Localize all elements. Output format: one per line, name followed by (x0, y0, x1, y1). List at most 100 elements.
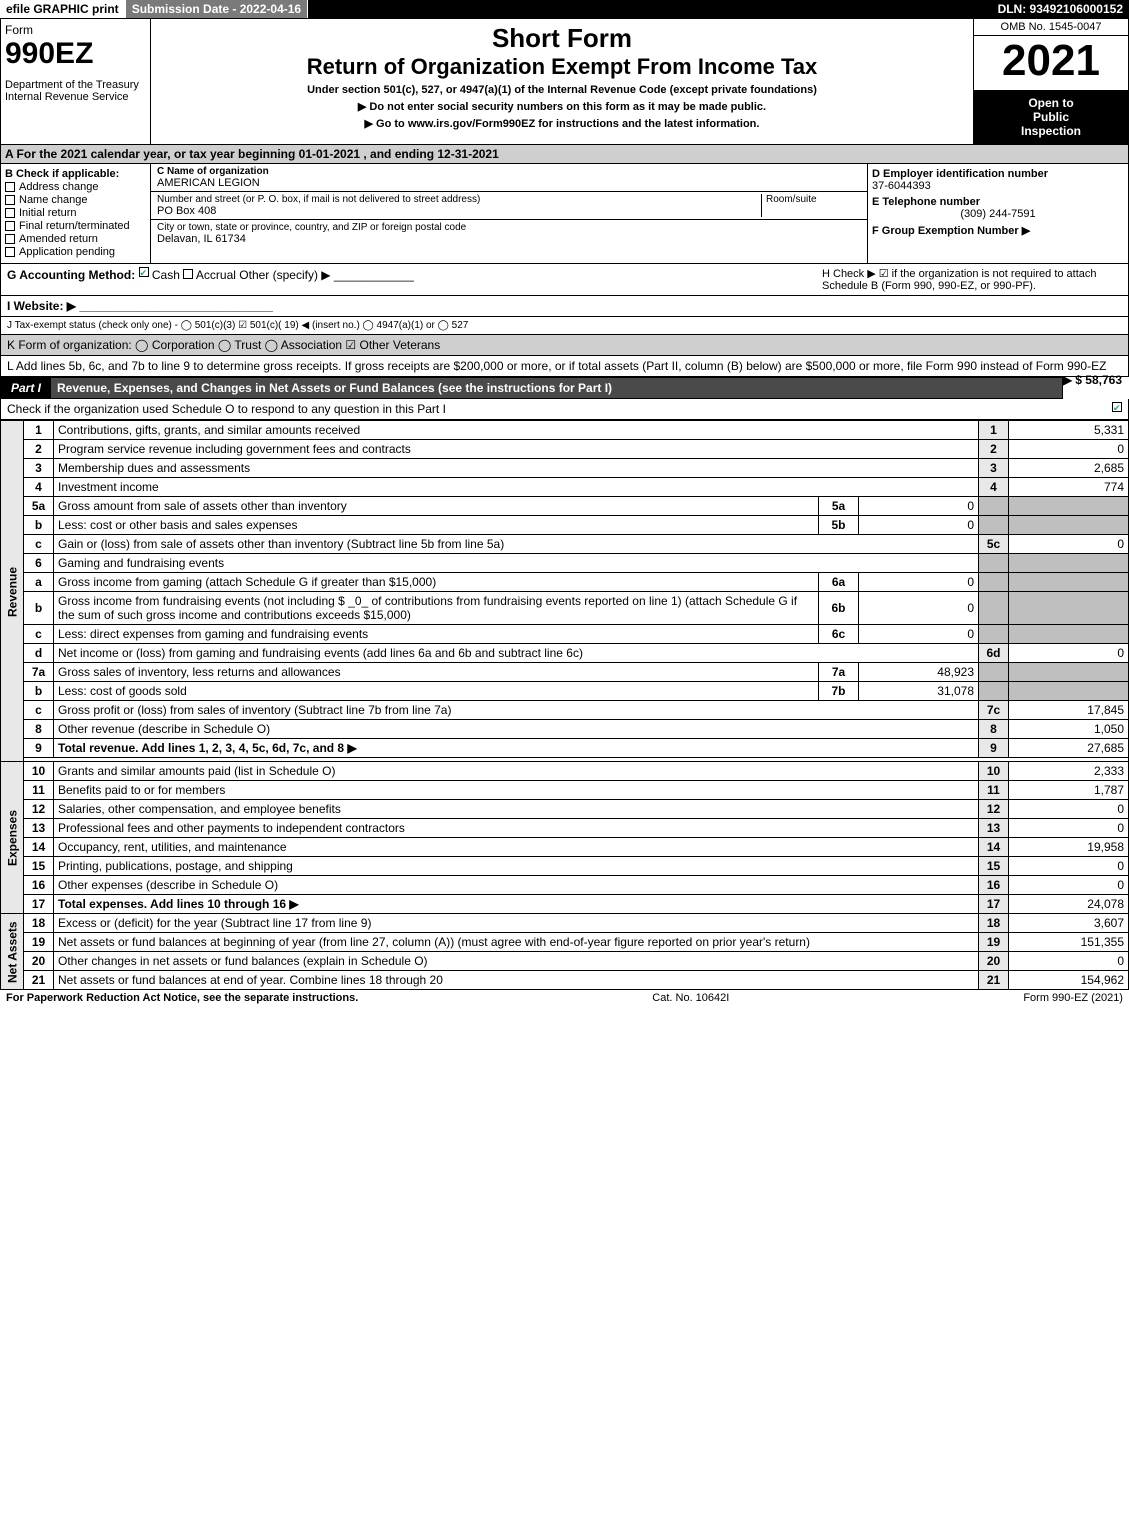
open-line3: Inspection (978, 124, 1124, 138)
line-20: 20Other changes in net assets or fund ba… (1, 952, 1129, 971)
part1-header: Part I Revenue, Expenses, and Changes in… (0, 377, 1063, 399)
l17-rn: 17 (979, 895, 1009, 914)
cb-accrual[interactable] (183, 269, 193, 279)
l6c-grey2 (1009, 625, 1129, 644)
l18-num: 18 (24, 914, 54, 933)
l11-rn: 11 (979, 781, 1009, 800)
cb-cash[interactable] (139, 267, 149, 277)
ein-value: 37-6044393 (872, 180, 1124, 192)
l19-rn: 19 (979, 933, 1009, 952)
l7c-amt: 17,845 (1009, 701, 1129, 720)
line-16: 16Other expenses (describe in Schedule O… (1, 876, 1129, 895)
l7c-text: Gross profit or (loss) from sales of inv… (54, 701, 979, 720)
line-6: 6 Gaming and fundraising events (1, 554, 1129, 573)
section-net-assets: Net Assets (1, 914, 24, 990)
header-left: Form 990EZ Department of the Treasury In… (1, 19, 151, 144)
g-cash: Cash (152, 268, 180, 282)
l5c-text: Gain or (loss) from sale of assets other… (54, 535, 979, 554)
dln-label: DLN: 93492106000152 (992, 0, 1129, 18)
line-6c: c Less: direct expenses from gaming and … (1, 625, 1129, 644)
l5b-num: b (24, 516, 54, 535)
l5a-sn: 5a (819, 497, 859, 516)
l14-text: Occupancy, rent, utilities, and maintena… (54, 838, 979, 857)
l15-amt: 0 (1009, 857, 1129, 876)
header-right: OMB No. 1545-0047 2021 Open to Public In… (973, 19, 1128, 144)
l5a-grey2 (1009, 497, 1129, 516)
opt-initial: Initial return (19, 207, 76, 219)
section-revenue: Revenue (1, 421, 24, 762)
l1-text: Contributions, gifts, grants, and simila… (54, 421, 979, 440)
dept-treasury: Department of the Treasury (5, 79, 146, 91)
line-7a: 7a Gross sales of inventory, less return… (1, 663, 1129, 682)
l20-rn: 20 (979, 952, 1009, 971)
l3-num: 3 (24, 459, 54, 478)
block-b-title: B Check if applicable: (5, 168, 146, 180)
line-21: 21Net assets or fund balances at end of … (1, 971, 1129, 990)
org-name: AMERICAN LEGION (157, 177, 861, 189)
opt-name: Name change (19, 194, 88, 206)
g-label: G Accounting Method: (7, 268, 135, 282)
section-expenses: Expenses (1, 762, 24, 914)
cb-application-pending[interactable] (5, 247, 15, 257)
g-other: Other (specify) ▶ (239, 268, 330, 282)
cb-schedule-o[interactable] (1112, 402, 1122, 412)
l6-num: 6 (24, 554, 54, 573)
l18-rn: 18 (979, 914, 1009, 933)
c-name-label: C Name of organization (157, 166, 861, 177)
header-center: Short Form Return of Organization Exempt… (151, 19, 973, 144)
f-group-label: F Group Exemption Number ▶ (872, 224, 1124, 237)
form-header: Form 990EZ Department of the Treasury In… (0, 18, 1129, 145)
line-4: 4 Investment income 4 774 (1, 478, 1129, 497)
l9-num: 9 (24, 739, 54, 758)
open-to-public: Open to Public Inspection (974, 90, 1128, 144)
l6b-grey1 (979, 592, 1009, 625)
cb-name-change[interactable] (5, 195, 15, 205)
row-l-amount: ▶ $ 58,763 (1063, 373, 1122, 387)
org-city: Delavan, IL 61734 (157, 233, 861, 245)
line-15: 15Printing, publications, postage, and s… (1, 857, 1129, 876)
l6b-sv: 0 (859, 592, 979, 625)
l21-amt: 154,962 (1009, 971, 1129, 990)
efile-label[interactable]: efile GRAPHIC print (0, 0, 126, 18)
line-6d: d Net income or (loss) from gaming and f… (1, 644, 1129, 663)
l5b-grey2 (1009, 516, 1129, 535)
l11-num: 11 (24, 781, 54, 800)
footer-right: Form 990-EZ (2021) (1023, 992, 1123, 1004)
l7b-sn: 7b (819, 682, 859, 701)
l4-text: Investment income (54, 478, 979, 497)
l10-text: Grants and similar amounts paid (list in… (54, 762, 979, 781)
line-14: 14Occupancy, rent, utilities, and mainte… (1, 838, 1129, 857)
line-7c: c Gross profit or (loss) from sales of i… (1, 701, 1129, 720)
l14-num: 14 (24, 838, 54, 857)
l7a-text: Gross sales of inventory, less returns a… (54, 663, 819, 682)
l6d-text: Net income or (loss) from gaming and fun… (54, 644, 979, 663)
l6a-num: a (24, 573, 54, 592)
l6b-grey2 (1009, 592, 1129, 625)
cb-initial-return[interactable] (5, 208, 15, 218)
instruction-2[interactable]: ▶ Go to www.irs.gov/Form990EZ for instru… (159, 117, 965, 130)
d-ein-label: D Employer identification number (872, 168, 1124, 180)
l6a-sn: 6a (819, 573, 859, 592)
l5b-text: Less: cost or other basis and sales expe… (54, 516, 819, 535)
l5c-num: c (24, 535, 54, 554)
line-5a: 5a Gross amount from sale of assets othe… (1, 497, 1129, 516)
l6b-num: b (24, 592, 54, 625)
opt-amended: Amended return (19, 233, 98, 245)
l4-rn: 4 (979, 478, 1009, 497)
line-5b: b Less: cost or other basis and sales ex… (1, 516, 1129, 535)
l10-amt: 2,333 (1009, 762, 1129, 781)
l19-num: 19 (24, 933, 54, 952)
cb-final-return[interactable] (5, 221, 15, 231)
l6-text: Gaming and fundraising events (54, 554, 979, 573)
l7a-grey1 (979, 663, 1009, 682)
l21-num: 21 (24, 971, 54, 990)
l19-amt: 151,355 (1009, 933, 1129, 952)
l4-amt: 774 (1009, 478, 1129, 497)
cb-amended-return[interactable] (5, 234, 15, 244)
l6c-num: c (24, 625, 54, 644)
line-2: 2 Program service revenue including gove… (1, 440, 1129, 459)
cb-address-change[interactable] (5, 182, 15, 192)
l8-num: 8 (24, 720, 54, 739)
l7c-rn: 7c (979, 701, 1009, 720)
l7a-num: 7a (24, 663, 54, 682)
